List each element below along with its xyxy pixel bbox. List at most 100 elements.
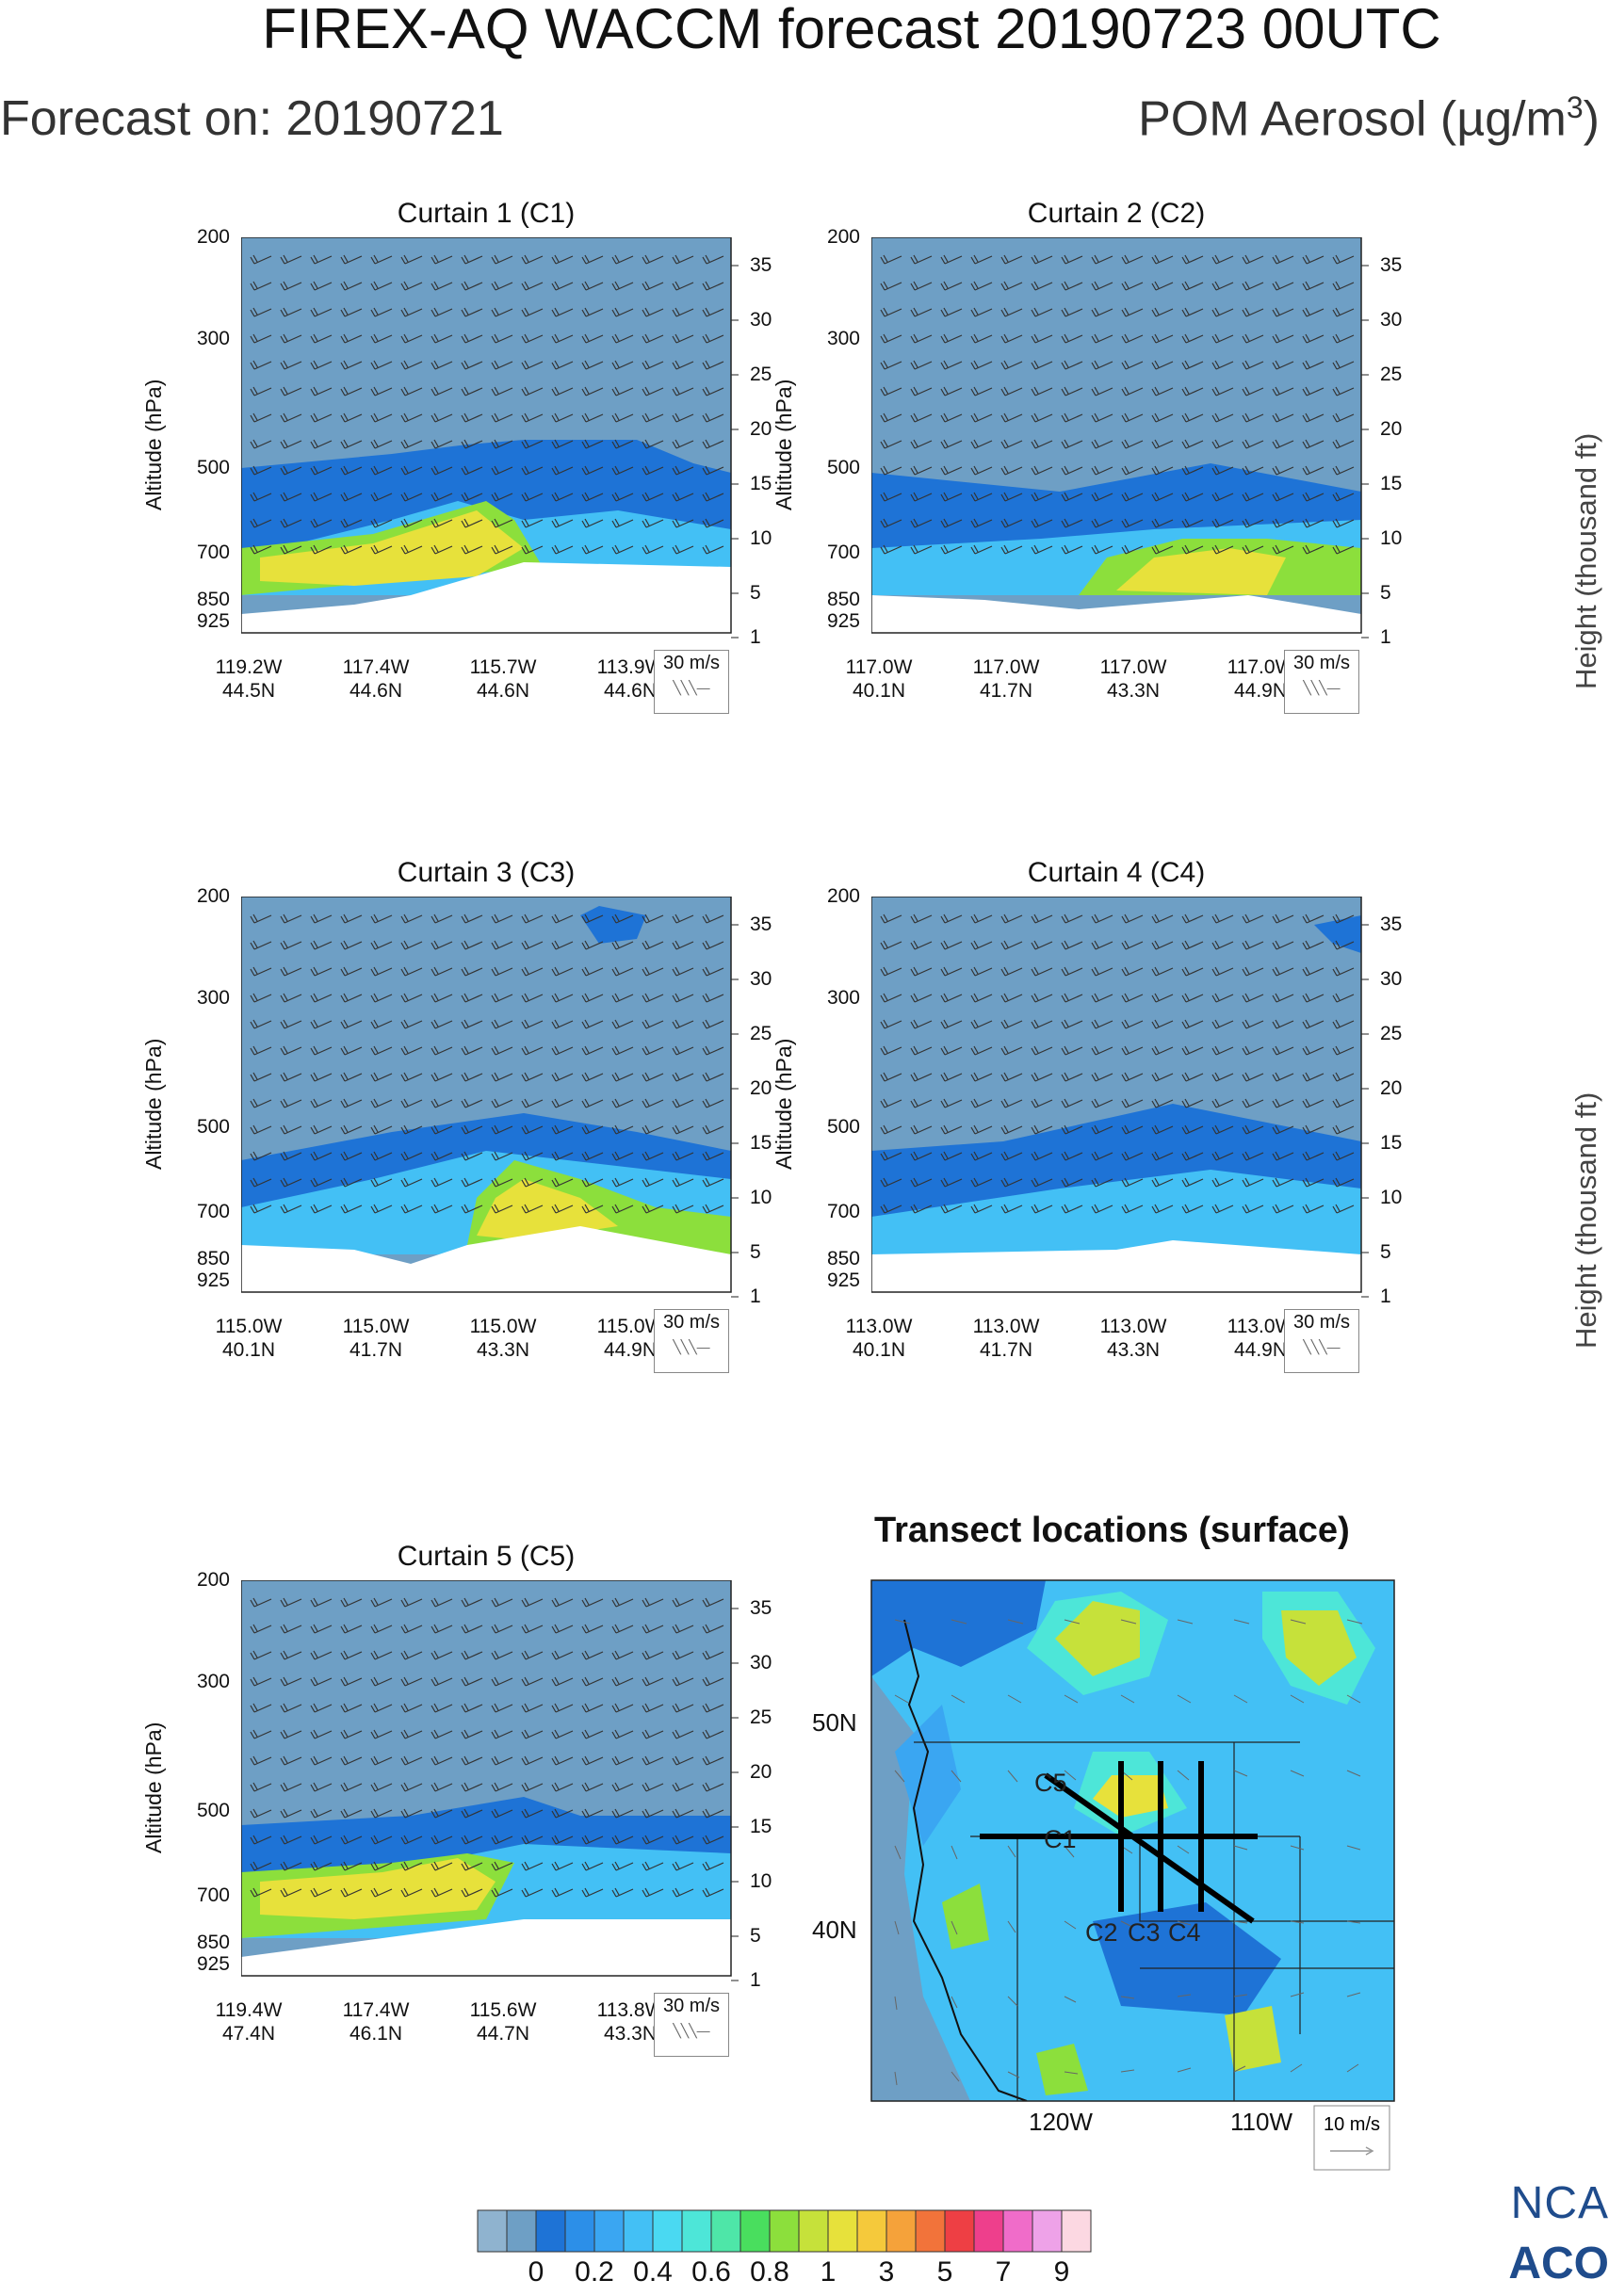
map-ocean-region xyxy=(871,1676,970,2101)
height-tick-label: 1 xyxy=(750,1285,761,1307)
concentration-region xyxy=(871,1240,1361,1292)
wind-reference-label: 30 m/s xyxy=(662,1312,721,1333)
x-tick-label: 115.0W 40.1N xyxy=(183,1315,315,1362)
wind-reference-label: 30 m/s xyxy=(662,653,721,673)
colorbar-swatch xyxy=(739,2209,771,2253)
map-lon-label-120w: 120W xyxy=(1029,2108,1093,2136)
colorbar-swatch xyxy=(623,2209,654,2253)
pressure-axis-label: Altitude (hPa) xyxy=(141,379,166,510)
x-tick-lat: 41.7N xyxy=(349,1339,403,1361)
x-tick-lat: 40.1N xyxy=(852,680,906,702)
map-coastal-region xyxy=(895,1705,961,1846)
x-tick-lon: 115.0W xyxy=(342,1316,410,1337)
x-tick-lon: 115.0W xyxy=(596,1316,664,1337)
x-tick-lon: 113.0W xyxy=(1099,1316,1167,1337)
wind-reference-box: 30 m/s ╲╲╲— xyxy=(654,1993,729,2057)
curtain-title: Curtain 3 (C3) xyxy=(397,857,576,888)
height-tick-label: 10 xyxy=(1380,1187,1403,1208)
colorbar-swatch xyxy=(1002,2209,1033,2253)
map-label-c2: C2 xyxy=(1085,1918,1118,1947)
map-plume-inner-ne xyxy=(1281,1610,1357,1686)
map-wind-reference: 10 m/s xyxy=(1313,2105,1390,2171)
x-tick-lat: 44.6N xyxy=(349,680,403,702)
x-tick-lon: 117.0W xyxy=(1099,656,1167,678)
height-tick-label: 35 xyxy=(750,1597,772,1619)
pressure-tick-label: 850 xyxy=(826,1248,860,1269)
colorbar-swatch xyxy=(593,2209,625,2253)
colorbar-tick-label: 0.2 xyxy=(575,2256,614,2288)
pressure-tick-label: 200 xyxy=(196,226,230,248)
pressure-tick-label: 200 xyxy=(826,226,860,248)
height-tick-label: 5 xyxy=(750,1241,761,1263)
x-tick-lon: 115.7W xyxy=(469,656,537,678)
x-tick-label: 113.0W 41.7N xyxy=(940,1315,1072,1362)
colorbar-swatch xyxy=(769,2209,800,2253)
wind-barbs xyxy=(250,1597,724,1898)
wind-barbs xyxy=(250,914,724,1214)
height-tick-label: 25 xyxy=(750,364,772,385)
pressure-tick-label: 925 xyxy=(196,610,230,632)
map-transect-lines xyxy=(980,1761,1258,1924)
map-label-c1: C1 xyxy=(1044,1825,1077,1853)
height-tick-label: 30 xyxy=(1380,309,1403,331)
x-tick-label: 117.0W 44.9N xyxy=(1195,655,1326,703)
curtain-frame xyxy=(241,897,732,1293)
x-tick-label: 117.0W 43.3N xyxy=(1067,655,1199,703)
height-tick-label: 30 xyxy=(750,968,772,990)
concentration-region xyxy=(580,906,646,944)
map-blue-region-nw xyxy=(871,1580,1046,1676)
height-tick-label: 30 xyxy=(750,309,772,331)
pressure-axis-label: Altitude (hPa) xyxy=(141,1722,166,1853)
colorbar-swatch xyxy=(886,2209,917,2253)
x-tick-lat: 47.4N xyxy=(221,2023,276,2045)
wind-reference-label: 30 m/s xyxy=(1292,653,1351,673)
x-tick-lat: 43.3N xyxy=(603,2023,658,2045)
pressure-tick-label: 925 xyxy=(196,1269,230,1291)
x-tick-label: 119.2W 44.5N xyxy=(183,655,315,703)
colorbar-tick-label: 7 xyxy=(995,2256,1012,2288)
pressure-tick-label: 500 xyxy=(826,457,860,478)
map-lon-label-110w: 110W xyxy=(1230,2108,1292,2136)
x-tick-lon: 117.4W xyxy=(342,1999,410,2021)
x-tick-lat: 44.5N xyxy=(221,680,276,702)
pressure-tick-label: 700 xyxy=(196,1884,230,1906)
x-tick-lon: 119.4W xyxy=(215,1999,283,2021)
curtain-frame xyxy=(241,237,732,634)
pressure-tick-label: 925 xyxy=(196,1953,230,1975)
height-tick-label: 25 xyxy=(1380,1023,1403,1044)
height-tick-label: 30 xyxy=(1380,968,1403,990)
height-tick-label: 20 xyxy=(1380,1077,1403,1099)
colorbar-tick-label: 5 xyxy=(936,2256,953,2288)
colorbar-tick-label: 0.8 xyxy=(750,2256,789,2288)
height-tick-label: 10 xyxy=(1380,527,1403,549)
pressure-tick-label: 200 xyxy=(196,1569,230,1591)
x-tick-lon: 113.9W xyxy=(596,656,664,678)
height-tick-label: 15 xyxy=(750,1132,772,1154)
height-tick-label: 1 xyxy=(1380,1285,1391,1307)
colorbar-swatch xyxy=(506,2209,537,2253)
map-coastline xyxy=(903,1619,1028,2101)
map-label-c3: C3 xyxy=(1128,1918,1161,1947)
x-tick-label: 115.6W 44.7N xyxy=(437,1998,569,2045)
colorbar-swatch xyxy=(856,2209,887,2253)
pressure-tick-label: 500 xyxy=(196,1116,230,1138)
x-tick-label: 115.0W 44.9N xyxy=(564,1315,696,1362)
main-title: FIREX-AQ WACCM forecast 20190723 00UTC xyxy=(262,0,1441,60)
x-tick-lat: 43.3N xyxy=(1106,680,1161,702)
forecast-date: Forecast on: 20190721 xyxy=(0,91,504,146)
colorbar-tick-label: 3 xyxy=(878,2256,895,2288)
x-tick-lon: 113.0W xyxy=(845,1316,913,1337)
x-tick-lat: 46.1N xyxy=(349,2023,403,2045)
wind-reference-box: 30 m/s ╲╲╲— xyxy=(654,650,729,714)
x-tick-lat: 41.7N xyxy=(979,1339,1033,1361)
height-tick-label: 10 xyxy=(750,1870,772,1892)
species-exponent: 3 xyxy=(1566,90,1584,124)
x-tick-label: 115.0W 43.3N xyxy=(437,1315,569,1362)
x-tick-lon: 117.4W xyxy=(342,656,410,678)
concentration-region xyxy=(871,1170,1361,1254)
pressure-tick-label: 300 xyxy=(196,328,230,349)
height-tick-label: 5 xyxy=(1380,582,1391,604)
pressure-tick-label: 200 xyxy=(826,885,860,907)
wind-reference-box: 30 m/s ╲╲╲— xyxy=(1284,1309,1359,1373)
pressure-tick-label: 925 xyxy=(826,1269,860,1291)
